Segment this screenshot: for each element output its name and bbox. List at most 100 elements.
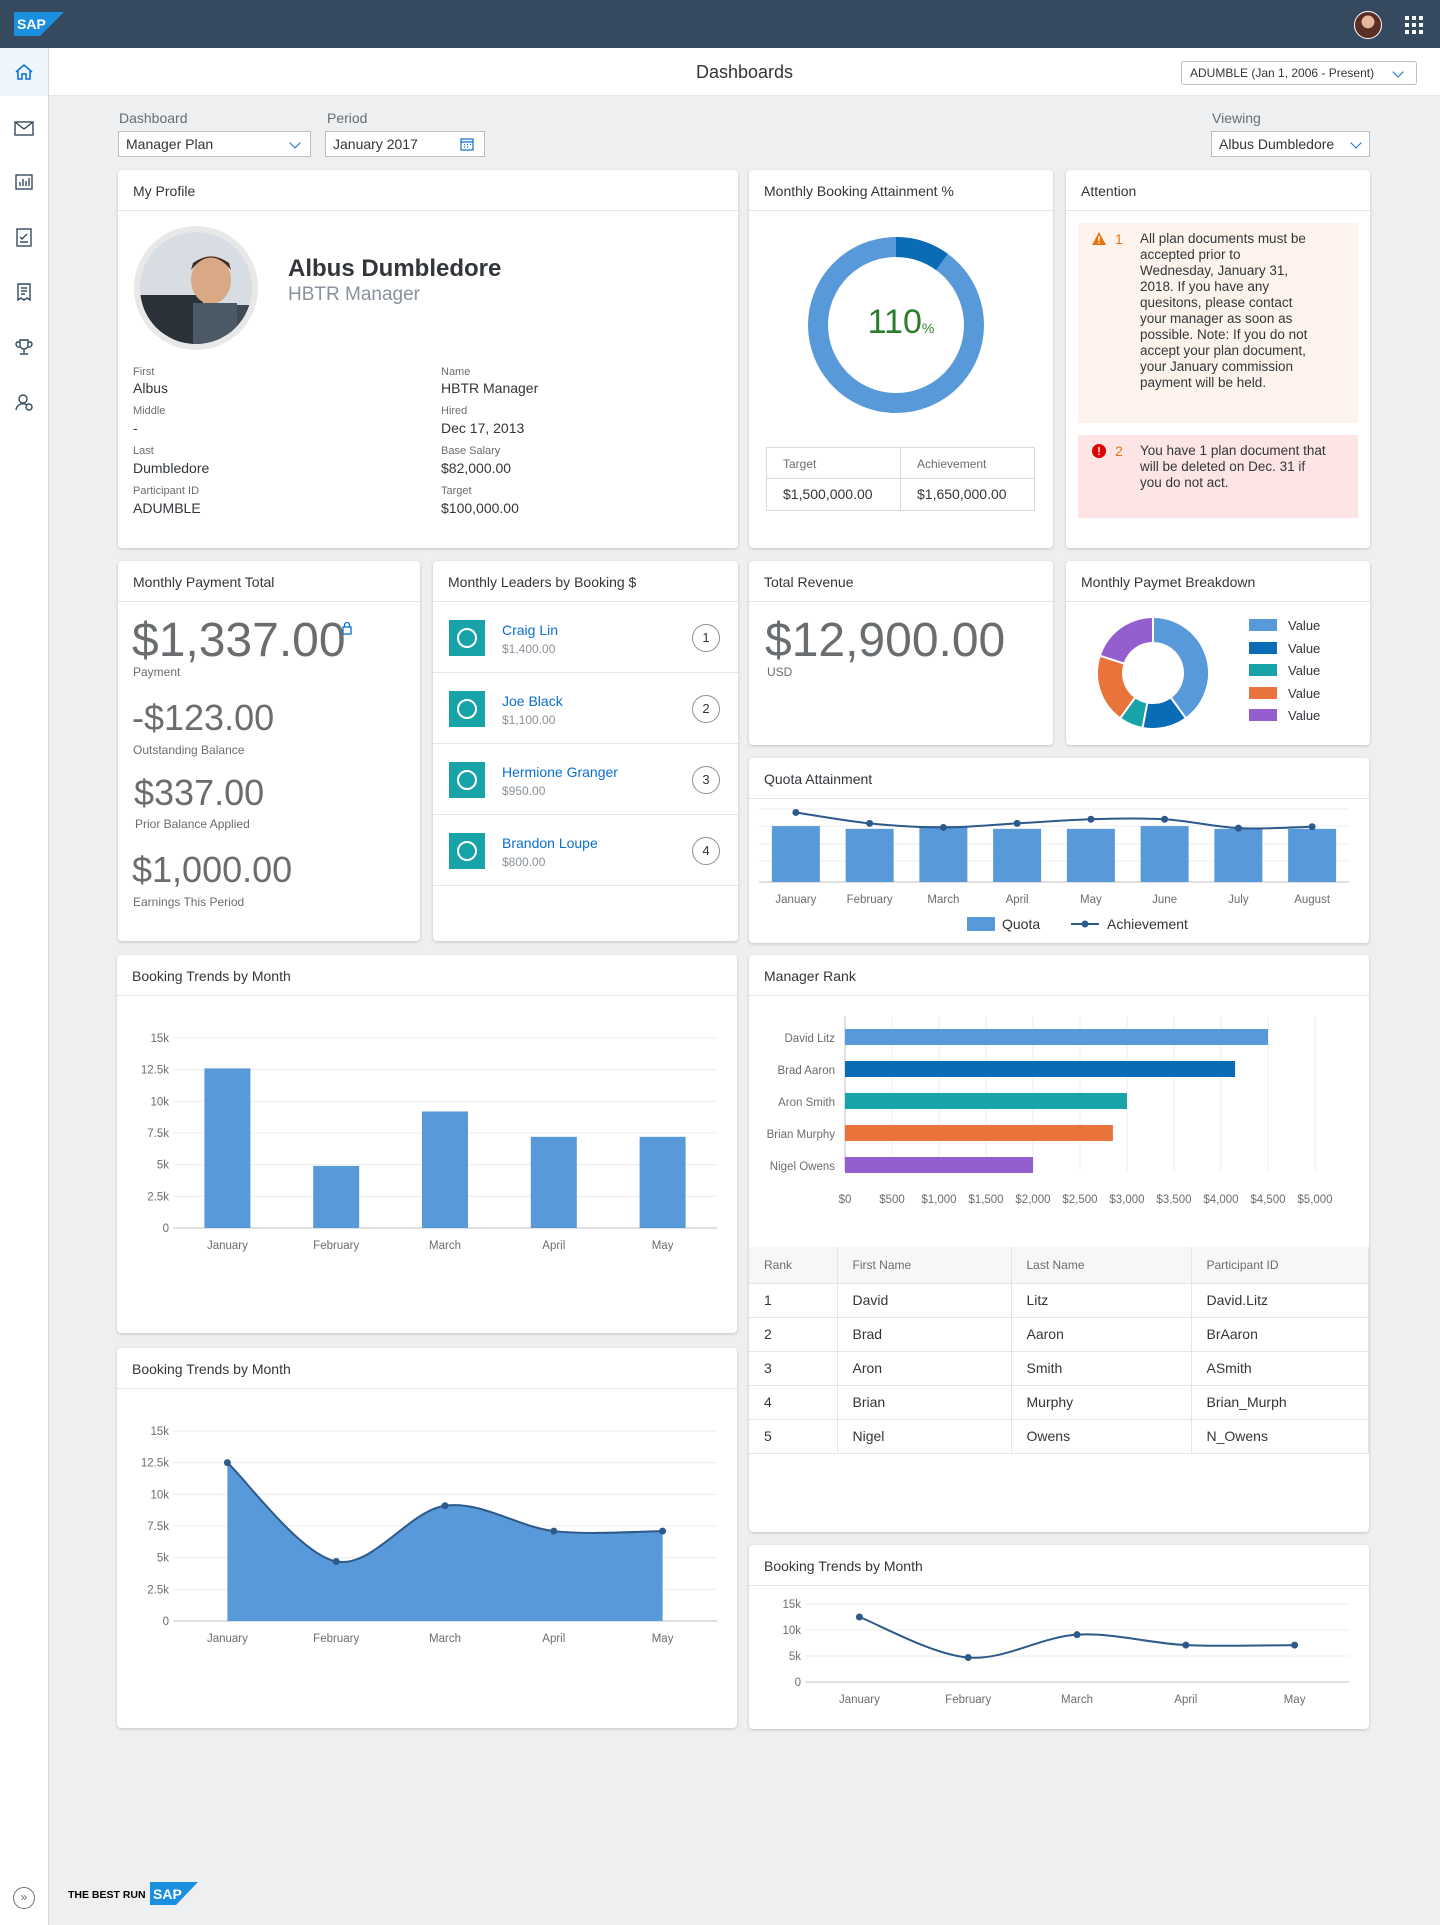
- y-tick-label: 5k: [157, 1553, 169, 1565]
- trend-line-title: Booking Trends by Month: [764, 1558, 923, 1574]
- expand-navigation-icon[interactable]: »: [13, 1887, 35, 1909]
- table-row[interactable]: 2 Brad Aaron BrAaron: [749, 1317, 1369, 1352]
- data-point: [855, 1613, 863, 1621]
- earnings-label: Earnings This Period: [133, 895, 245, 909]
- last-name-cell: Smith: [1011, 1351, 1192, 1386]
- leader-item[interactable]: Brandon Loupe $800.00 4: [433, 815, 738, 886]
- y-tick-label: 12.5k: [141, 1458, 169, 1470]
- legend-label: Value: [1288, 618, 1321, 633]
- table-header[interactable]: Rank: [749, 1247, 838, 1284]
- table-header[interactable]: Last Name: [1011, 1247, 1192, 1284]
- table-row[interactable]: 3 Aron Smith ASmith: [749, 1351, 1369, 1386]
- y-tick-label: 10k: [150, 1489, 169, 1501]
- mail-icon[interactable]: [0, 104, 48, 152]
- donut-slice: [1152, 618, 1208, 718]
- leader-name[interactable]: Joe Black: [502, 693, 563, 709]
- legend-swatch: [1249, 642, 1277, 654]
- first-name-cell: Brad: [837, 1317, 1012, 1352]
- period-date-picker[interactable]: January 2017: [325, 131, 485, 157]
- participant-period-select[interactable]: ADUMBLE (Jan 1, 2006 - Present): [1181, 61, 1417, 85]
- payment-label: Payment: [133, 665, 181, 679]
- data-point: [964, 1654, 972, 1662]
- leader-item[interactable]: Craig Lin $1,400.00 1: [433, 602, 738, 673]
- x-tick-label: January: [207, 1240, 248, 1252]
- quota-bar: [1288, 828, 1337, 882]
- leader-name[interactable]: Hermione Granger: [502, 764, 618, 780]
- field-value: ADUMBLE: [133, 500, 201, 516]
- leader-rank: 4: [692, 837, 720, 865]
- leader-name[interactable]: Brandon Loupe: [502, 835, 598, 851]
- table-row[interactable]: 4 Brian Murphy Brian_Murph: [749, 1385, 1369, 1420]
- rank-bar: [845, 1061, 1236, 1077]
- dashboard-select[interactable]: Manager Plan: [118, 131, 311, 157]
- field-value: HBTR Manager: [441, 380, 539, 396]
- home-icon[interactable]: [0, 48, 48, 96]
- user-avatar[interactable]: [1354, 11, 1382, 39]
- table-header[interactable]: First Name: [837, 1247, 1012, 1284]
- y-tick-label: 5k: [157, 1160, 169, 1172]
- x-tick-label: March: [429, 1633, 461, 1645]
- donut-slice: [1120, 697, 1148, 728]
- side-navigation: [0, 48, 49, 1925]
- calendar-icon[interactable]: [460, 137, 474, 151]
- legend-label: Quota: [1002, 916, 1040, 932]
- period-label: Period: [327, 110, 368, 126]
- app-grid-icon[interactable]: [1405, 16, 1423, 34]
- x-tick-label: $5,000: [1297, 1194, 1332, 1206]
- trophy-icon[interactable]: [0, 323, 48, 371]
- y-tick-label: 10k: [782, 1625, 801, 1637]
- last-name-cell: Murphy: [1011, 1385, 1192, 1420]
- sap-logo[interactable]: SAP: [14, 12, 64, 36]
- report-icon[interactable]: [0, 158, 48, 206]
- receipt-icon[interactable]: [0, 268, 48, 316]
- y-tick-label: Aron Smith: [778, 1097, 835, 1109]
- achievement-point: [1234, 824, 1242, 832]
- revenue-card: Total Revenue $12,900.00 USD: [749, 561, 1053, 745]
- table-row[interactable]: 1 David Litz David.Litz: [749, 1283, 1369, 1318]
- bar: [422, 1111, 468, 1228]
- breakdown-title: Monthly Paymet Breakdown: [1081, 574, 1256, 590]
- legend-label: Value: [1288, 663, 1321, 678]
- person-icon: [449, 833, 485, 869]
- prior-balance-label: Prior Balance Applied: [135, 817, 250, 831]
- first-name-cell: Aron: [837, 1351, 1012, 1386]
- lock-icon[interactable]: [342, 621, 352, 635]
- trend-bar-card: Booking Trends by Month 0 2.5k 5k 7.5k 10k 12…: [117, 955, 737, 1333]
- field-value: Dumbledore: [133, 460, 210, 476]
- error-icon: [1092, 444, 1106, 458]
- table-row[interactable]: 5 Nigel Owens N_Owens: [749, 1419, 1369, 1454]
- legend-swatch: [1249, 619, 1277, 631]
- x-tick-label: May: [1080, 894, 1102, 906]
- x-tick-label: April: [542, 1633, 565, 1645]
- manager-rank-title: Manager Rank: [764, 968, 856, 984]
- trend-area-chart: 0 2.5k 5k 7.5k 10k 12.5k 15k January February Mar…: [141, 1426, 717, 1645]
- quota-bar: [1140, 826, 1189, 882]
- leader-item[interactable]: Joe Black $1,100.00 2: [433, 673, 738, 744]
- field-label: First: [133, 366, 155, 378]
- x-tick-label: $2,500: [1062, 1194, 1097, 1206]
- breakdown-card: Monthly Paymet Breakdown Value Value Val…: [1066, 561, 1370, 745]
- table-header[interactable]: Participant ID: [1191, 1247, 1369, 1284]
- field-label: Target: [441, 485, 472, 497]
- field-value: Dec 17, 2013: [441, 420, 525, 436]
- viewing-select[interactable]: Albus Dumbledore: [1211, 131, 1370, 157]
- error-text: You have 1 plan document that will be de…: [1140, 443, 1326, 490]
- outstanding-label: Outstanding Balance: [133, 743, 245, 757]
- attainment-overage-arc: [895, 237, 948, 271]
- x-tick-label: April: [1006, 894, 1029, 906]
- y-tick-label: 15k: [150, 1033, 169, 1045]
- achievement-line: [795, 811, 1313, 830]
- achievement-point: [792, 808, 800, 816]
- data-point: [659, 1527, 667, 1535]
- leader-item[interactable]: Hermione Granger $950.00 3: [433, 744, 738, 815]
- checklist-icon[interactable]: [0, 213, 48, 261]
- participant-id-cell: N_Owens: [1191, 1419, 1369, 1454]
- leader-name[interactable]: Craig Lin: [502, 622, 559, 638]
- payment-title: Monthly Payment Total: [133, 574, 275, 590]
- manager-rank-card: Manager Rank $0 $500 $1,000 $1,500 $2,000 $2,…: [749, 955, 1369, 1532]
- attainment-table: Target Achievement $1,500,000.00 $1,650,…: [766, 447, 1035, 511]
- warning-icon: [1092, 232, 1106, 245]
- user-settings-icon[interactable]: [0, 378, 48, 426]
- x-tick-label: March: [927, 894, 959, 906]
- rank-bar: [845, 1093, 1127, 1109]
